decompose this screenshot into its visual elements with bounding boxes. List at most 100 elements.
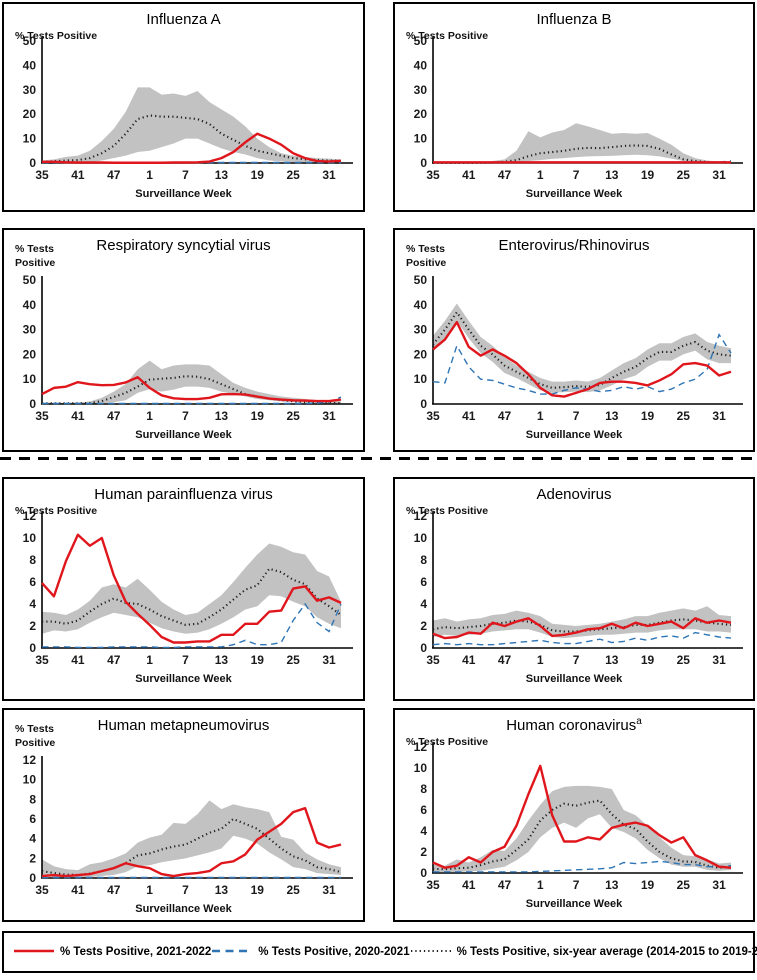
plot-area-adenovirus: 0 2 4 6 8 10 12 35 41 47 1 7 13 19 25 31 xyxy=(399,508,749,673)
y-axis-label: % Tests Positive xyxy=(15,243,56,269)
svg-text:1: 1 xyxy=(537,878,544,892)
svg-text:50: 50 xyxy=(414,273,428,287)
x-axis-label: Surveillance Week xyxy=(135,903,232,915)
chart-panel-human-coronavirus: Human coronavirusa % Tests Positive 0 2 4 6… xyxy=(393,708,755,922)
svg-text:25: 25 xyxy=(677,168,691,182)
svg-text:1: 1 xyxy=(146,409,153,423)
svg-text:2: 2 xyxy=(420,619,427,633)
svg-text:41: 41 xyxy=(71,653,85,667)
x-axis-label: Surveillance Week xyxy=(525,188,623,200)
chart-title: Adenovirus xyxy=(536,486,612,503)
svg-text:10: 10 xyxy=(23,372,37,386)
svg-text:8: 8 xyxy=(29,553,36,567)
svg-text:31: 31 xyxy=(322,653,336,667)
chart-panel-human-parainfluenza: Human parainfluenza virus % Tests Positi… xyxy=(2,477,365,701)
legend-item-six-year-average: % Tests Positive, six-year average (2014… xyxy=(410,946,757,958)
chart-title: Influenza A xyxy=(146,11,221,28)
svg-text:31: 31 xyxy=(322,883,336,897)
svg-text:7: 7 xyxy=(182,409,189,423)
svg-text:10: 10 xyxy=(23,531,37,545)
legend: % Tests Positive, 2021-2022 % Tests Posi… xyxy=(2,931,757,973)
svg-text:1: 1 xyxy=(146,653,153,667)
svg-text:20: 20 xyxy=(414,107,428,121)
svg-text:35: 35 xyxy=(426,878,440,892)
svg-text:7: 7 xyxy=(182,168,189,182)
svg-text:35: 35 xyxy=(426,168,440,182)
chart-title: Human metapneumovirus xyxy=(97,717,270,734)
svg-text:47: 47 xyxy=(498,409,512,423)
svg-text:13: 13 xyxy=(605,878,619,892)
chart-title: Enterovirus/Rhinovirus xyxy=(498,237,650,254)
svg-text:47: 47 xyxy=(107,409,121,423)
y-axis-label: % Tests Positive xyxy=(406,505,489,517)
x-axis-label: Surveillance Week xyxy=(135,188,232,200)
svg-text:41: 41 xyxy=(71,168,85,182)
svg-text:6: 6 xyxy=(29,812,36,826)
svg-text:0: 0 xyxy=(420,641,427,655)
svg-text:19: 19 xyxy=(251,168,265,182)
plot-area-influenza-a: 0 10 20 30 40 50 35 41 47 1 7 13 19 25 31 xyxy=(8,33,359,188)
svg-text:1: 1 xyxy=(537,168,544,182)
svg-text:25: 25 xyxy=(677,878,691,892)
legend-swatch-solid-red xyxy=(13,946,55,958)
svg-text:10: 10 xyxy=(414,372,428,386)
svg-text:25: 25 xyxy=(286,883,300,897)
svg-text:31: 31 xyxy=(712,878,726,892)
svg-text:30: 30 xyxy=(414,83,428,97)
svg-text:50: 50 xyxy=(23,34,37,48)
chart-panel-enterovirus-rhinovirus: Enterovirus/Rhinovirus % Tests Positive 0… xyxy=(393,228,755,452)
svg-text:0: 0 xyxy=(29,871,36,885)
legend-label: % Tests Positive, six-year average (2014… xyxy=(456,946,757,958)
chart-title: Human parainfluenza virus xyxy=(94,486,273,503)
plot-area-rsv: 0 10 20 30 40 50 35 41 47 1 7 13 19 25 31 xyxy=(8,272,359,429)
svg-text:8: 8 xyxy=(29,792,36,806)
svg-text:20: 20 xyxy=(23,107,37,121)
svg-text:35: 35 xyxy=(35,409,49,423)
svg-text:1: 1 xyxy=(537,653,544,667)
svg-text:40: 40 xyxy=(23,58,37,72)
chart-panel-influenza-b: Influenza B % Tests Positive 0 10 20 30 40 50… xyxy=(393,2,755,212)
chart-panel-influenza-a: Influenza A % Tests Positive 0 10 20 30 40 50… xyxy=(2,2,365,212)
legend-item-2021-2022: % Tests Positive, 2021-2022 xyxy=(13,946,211,958)
svg-text:10: 10 xyxy=(414,132,428,146)
svg-text:47: 47 xyxy=(498,653,512,667)
plot-area-enterovirus-rhinovirus: 0 10 20 30 40 50 35 41 47 1 7 13 19 25 31 xyxy=(399,272,749,429)
y-axis-label: % Tests Positive xyxy=(406,243,447,269)
svg-text:4: 4 xyxy=(29,597,36,611)
svg-text:0: 0 xyxy=(420,397,427,411)
svg-text:6: 6 xyxy=(420,575,427,589)
svg-text:31: 31 xyxy=(712,653,726,667)
svg-text:12: 12 xyxy=(23,753,37,767)
svg-text:19: 19 xyxy=(641,168,655,182)
plot-area-influenza-b: 0 10 20 30 40 50 35 41 47 1 7 13 19 25 31 xyxy=(399,33,749,188)
svg-text:25: 25 xyxy=(286,653,300,667)
legend-label: % Tests Positive, 2020-2021 xyxy=(258,946,410,958)
svg-text:13: 13 xyxy=(215,883,229,897)
y-axis-label: % Tests Positive xyxy=(15,30,98,42)
y-axis-label: % Tests Positive xyxy=(406,736,489,748)
svg-text:35: 35 xyxy=(35,168,49,182)
svg-text:13: 13 xyxy=(215,653,229,667)
svg-text:35: 35 xyxy=(426,653,440,667)
svg-text:0: 0 xyxy=(29,397,36,411)
svg-text:7: 7 xyxy=(573,409,580,423)
svg-text:31: 31 xyxy=(712,168,726,182)
svg-text:4: 4 xyxy=(420,597,427,611)
svg-text:12: 12 xyxy=(414,740,428,754)
svg-text:30: 30 xyxy=(23,323,37,337)
svg-text:1: 1 xyxy=(146,883,153,897)
svg-text:0: 0 xyxy=(420,156,427,170)
svg-text:2: 2 xyxy=(29,851,36,865)
plot-area-human-metapneumovirus: 0 2 4 6 8 10 12 35 41 47 1 7 13 19 25 31 xyxy=(8,752,359,903)
svg-text:41: 41 xyxy=(71,409,85,423)
section-divider-dashed-line xyxy=(0,457,757,460)
svg-text:35: 35 xyxy=(35,653,49,667)
chart-panel-human-metapneumovirus: Human metapneumovirus % Tests Positive 0 2… xyxy=(2,708,365,922)
svg-text:7: 7 xyxy=(573,878,580,892)
svg-text:7: 7 xyxy=(182,883,189,897)
plot-area-human-parainfluenza: 0 2 4 6 8 10 12 35 41 47 1 7 13 19 25 31 xyxy=(8,508,359,673)
svg-text:19: 19 xyxy=(251,409,265,423)
svg-text:13: 13 xyxy=(215,409,229,423)
x-axis-label: Surveillance Week xyxy=(525,429,623,441)
x-axis-label: Surveillance Week xyxy=(525,898,623,910)
